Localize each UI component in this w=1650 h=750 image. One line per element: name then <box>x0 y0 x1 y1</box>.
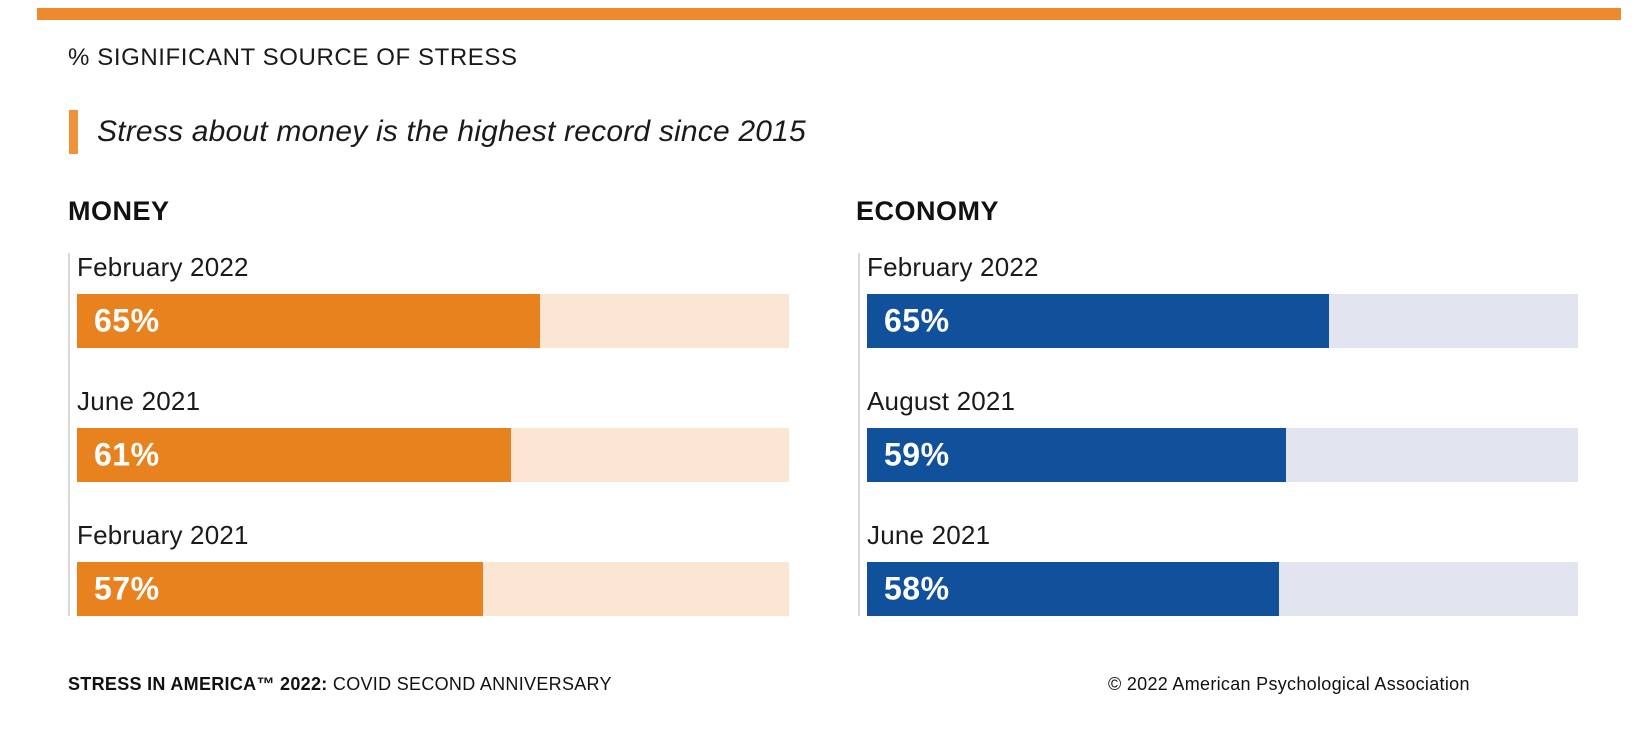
bar-value-label: 61% <box>94 436 160 473</box>
bar-row: February 2022 65% <box>867 253 1578 348</box>
bar-value-label: 58% <box>884 570 950 607</box>
headline-accent-bar <box>69 110 78 154</box>
page-headline: Stress about money is the highest record… <box>97 115 806 148</box>
bar-fill: 65% <box>867 294 1330 348</box>
bar-category-label: February 2021 <box>77 520 249 550</box>
bar-category-label: August 2021 <box>867 386 1016 416</box>
footer-source-title: STRESS IN AMERICA™ 2022: <box>68 674 328 694</box>
bar-value-label: 65% <box>94 302 160 339</box>
bar-track: 65% <box>77 294 789 348</box>
bar-track: 59% <box>867 428 1578 482</box>
chart-title-economy: ECONOMY <box>856 196 1000 226</box>
bar-row: February 2021 57% <box>77 521 789 616</box>
bar-row: June 2021 58% <box>867 521 1578 616</box>
footer-copyright: © 2022 American Psychological Associatio… <box>1108 674 1470 694</box>
footer-source-subtitle: COVID SECOND ANNIVERSARY <box>332 674 612 694</box>
money-bar-chart: February 2022 65% June 2021 61% February 202… <box>68 253 789 616</box>
bar-row: August 2021 59% <box>867 387 1578 482</box>
bar-row: June 2021 61% <box>77 387 789 482</box>
bar-track: 58% <box>867 562 1578 616</box>
top-accent-rule <box>37 8 1621 20</box>
bar-fill: 65% <box>77 294 540 348</box>
bar-category-label: June 2021 <box>867 520 991 550</box>
bar-category-label: February 2022 <box>867 252 1039 282</box>
bar-track: 57% <box>77 562 789 616</box>
bar-category-label: February 2022 <box>77 252 249 282</box>
chart-title-money: MONEY <box>68 196 170 226</box>
bar-value-label: 65% <box>884 302 950 339</box>
bar-fill: 57% <box>77 562 483 616</box>
bar-track: 65% <box>867 294 1578 348</box>
bar-category-label: June 2021 <box>77 386 201 416</box>
bar-row: February 2022 65% <box>77 253 789 348</box>
bar-fill: 58% <box>867 562 1280 616</box>
bar-value-label: 59% <box>884 436 950 473</box>
page-eyebrow: % SIGNIFICANT SOURCE OF STRESS <box>68 44 518 71</box>
bar-fill: 59% <box>867 428 1287 482</box>
bar-fill: 61% <box>77 428 512 482</box>
economy-bar-chart: February 2022 65% August 2021 59% June 2021 5… <box>858 253 1578 616</box>
headline-block: Stress about money is the highest record… <box>69 110 806 154</box>
bar-track: 61% <box>77 428 789 482</box>
footer-source: STRESS IN AMERICA™ 2022: COVID SECOND AN… <box>68 674 612 695</box>
bar-value-label: 57% <box>94 570 160 607</box>
